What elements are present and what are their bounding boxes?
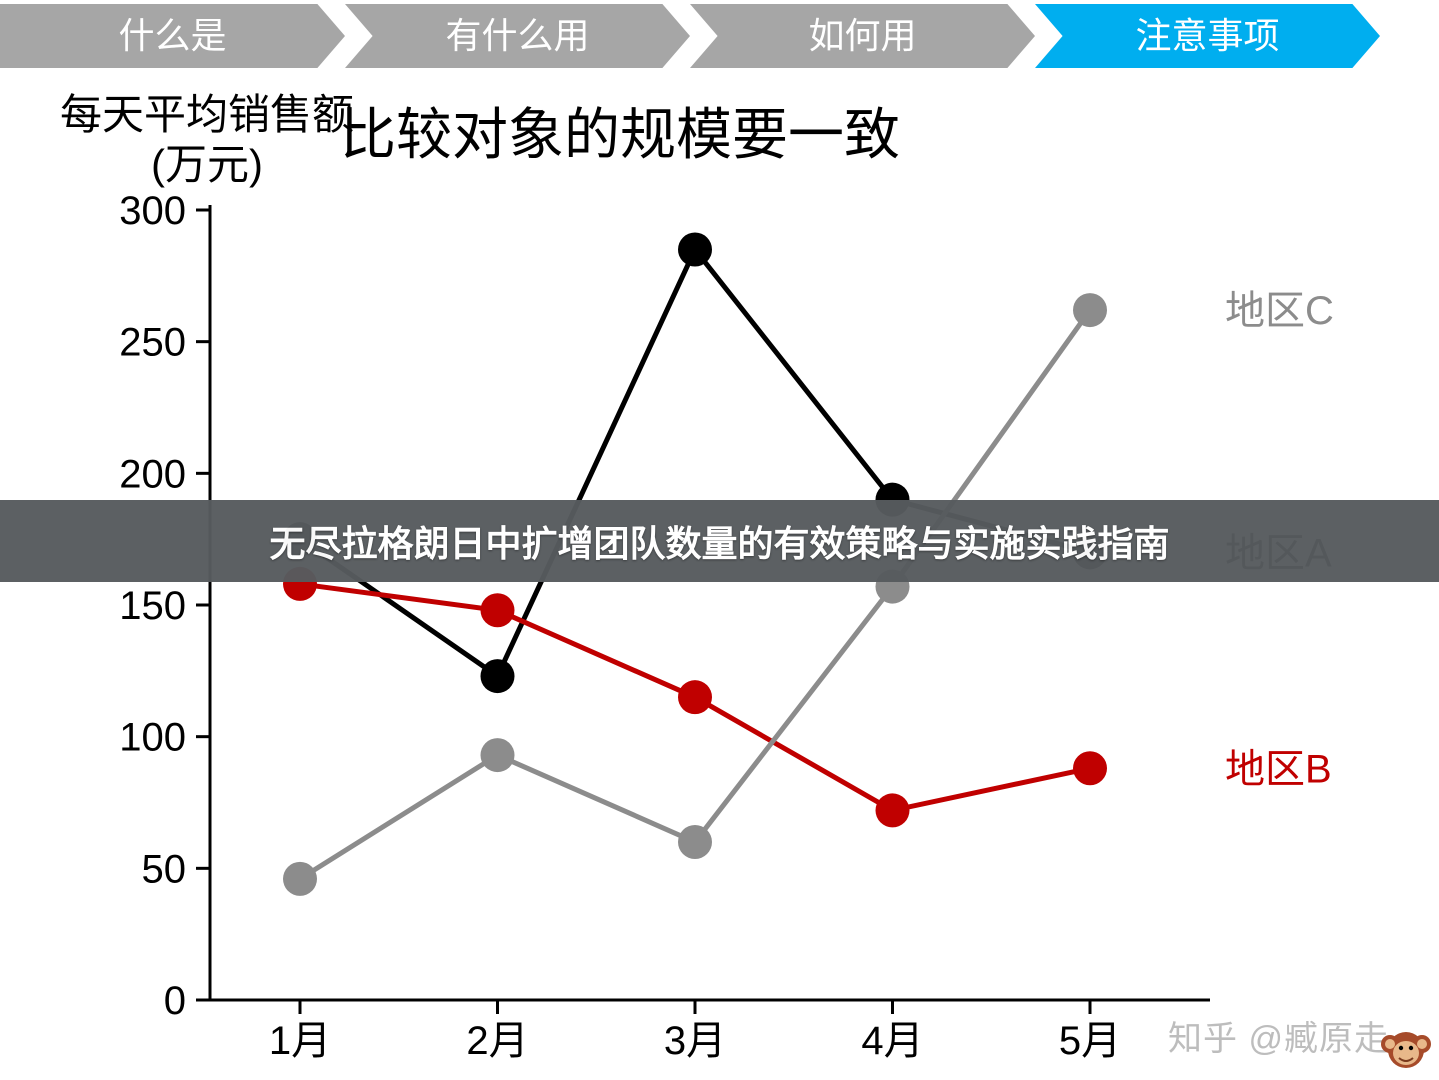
nav-tabs: 什么是 有什么用 如何用 注意事项 bbox=[0, 4, 1380, 68]
y-tick-label: 250 bbox=[119, 321, 186, 365]
nav-tab-note[interactable]: 注意事项 bbox=[1035, 4, 1380, 68]
series-marker bbox=[283, 862, 317, 896]
y-tick-label: 300 bbox=[119, 189, 186, 233]
nav-tab-what[interactable]: 什么是 bbox=[0, 4, 345, 68]
x-tick-label: 2月 bbox=[466, 1019, 528, 1063]
series-marker bbox=[876, 793, 910, 827]
y-tick-label: 0 bbox=[164, 979, 186, 1023]
overlay-text: 无尽拉格朗日中扩增团队数量的有效策略与实施实践指南 bbox=[269, 515, 1169, 567]
series-marker bbox=[481, 659, 515, 693]
nav-tab-label: 如何用 bbox=[808, 15, 916, 56]
series-line bbox=[300, 250, 1090, 677]
watermark-text: 知乎 @臧原走 bbox=[1168, 1011, 1389, 1060]
x-tick-label: 5月 bbox=[1059, 1019, 1121, 1063]
series-marker bbox=[481, 738, 515, 772]
series-label: 地区B bbox=[1225, 747, 1332, 791]
x-tick-label: 4月 bbox=[861, 1019, 923, 1063]
x-tick-label: 1月 bbox=[269, 1019, 331, 1063]
nav-tab-label: 注意事项 bbox=[1135, 15, 1279, 56]
y-tick-label: 200 bbox=[119, 452, 186, 496]
nav-tab-label: 什么是 bbox=[118, 15, 226, 56]
nav-tab-use[interactable]: 有什么用 bbox=[345, 4, 690, 68]
monkey-icon bbox=[1379, 1020, 1433, 1074]
series-marker bbox=[1073, 293, 1107, 327]
series-marker bbox=[678, 233, 712, 267]
x-tick-label: 3月 bbox=[664, 1019, 726, 1063]
nav-tab-label: 有什么用 bbox=[445, 15, 589, 56]
y-tick-label: 100 bbox=[119, 716, 186, 760]
series-marker bbox=[481, 593, 515, 627]
y-tick-label: 150 bbox=[119, 584, 186, 628]
nav-tab-how[interactable]: 如何用 bbox=[690, 4, 1035, 68]
overlay-banner: 无尽拉格朗日中扩增团队数量的有效策略与实施实践指南 bbox=[0, 500, 1439, 582]
page-root: 什么是 有什么用 如何用 注意事项 每天平均销售额 (万元) 比较对象的规模要一… bbox=[0, 0, 1439, 1080]
y-tick-label: 50 bbox=[142, 847, 187, 891]
series-marker bbox=[1073, 751, 1107, 785]
series-label: 地区C bbox=[1225, 289, 1334, 333]
series-marker bbox=[678, 825, 712, 859]
chart-container: 每天平均销售额 (万元) 比较对象的规模要一致 0501001502002503… bbox=[0, 70, 1439, 1080]
series-marker bbox=[678, 680, 712, 714]
